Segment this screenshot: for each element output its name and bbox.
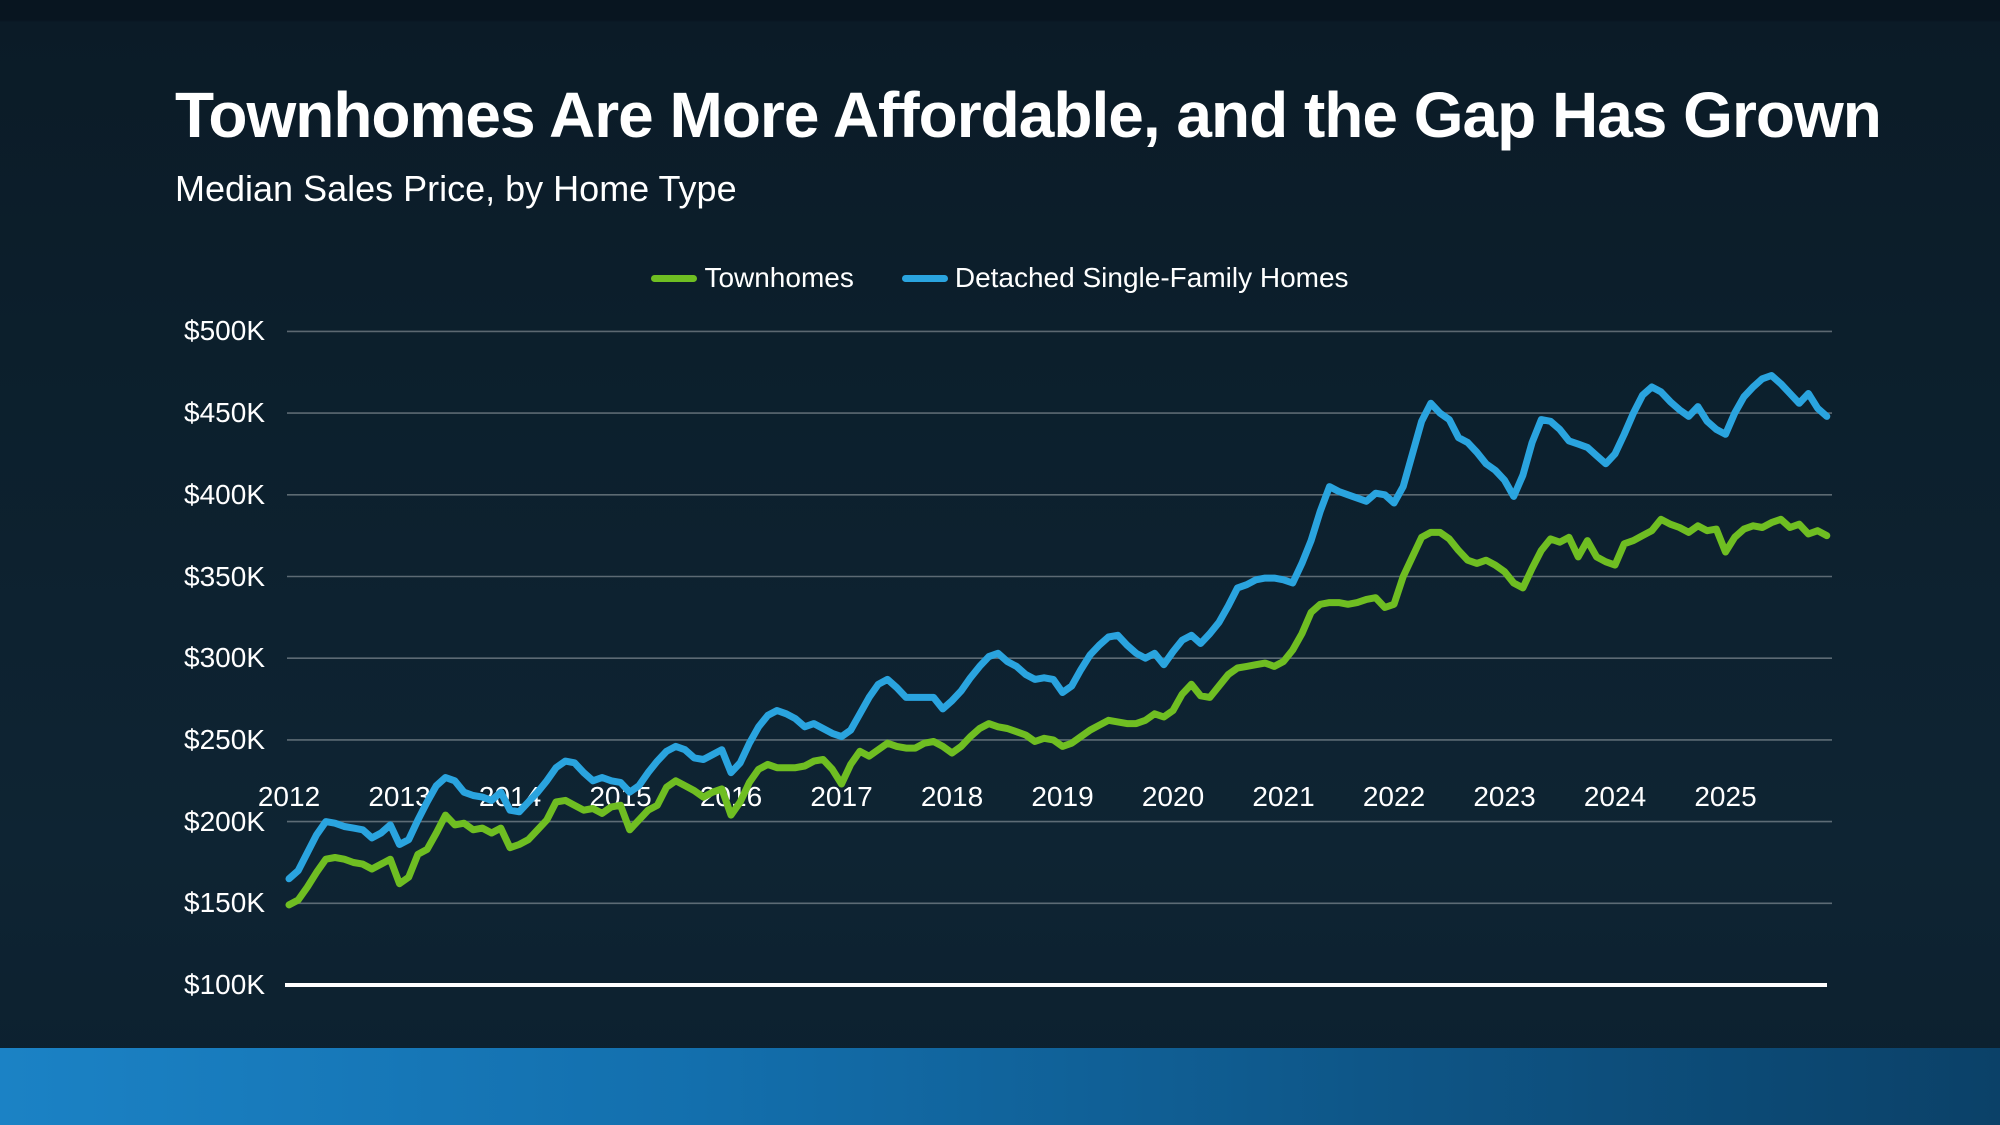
- legend-item-detached: Detached Single-Family Homes: [901, 262, 1349, 294]
- x-tick-2018: 2018: [920, 781, 984, 812]
- x-tick-2020: 2020: [1141, 781, 1205, 812]
- chart-subtitle: Median Sales Price, by Home Type: [175, 168, 737, 209]
- detached-single-family-line: [285, 372, 1831, 883]
- x-tick-2022: 2022: [1362, 781, 1426, 812]
- y-tick-250k: $250K: [184, 723, 265, 755]
- legend-item-townhomes: Townhomes: [651, 262, 854, 294]
- y-tick-300k: $300K: [184, 642, 265, 674]
- footer-bar: Keeping Current Matters Source: Redfin: [0, 1048, 2000, 1125]
- chart-legend: Townhomes Detached Single-Family Homes: [0, 262, 2000, 294]
- legend-label-townhomes: Townhomes: [704, 262, 854, 293]
- y-tick-450k: $450K: [184, 397, 265, 429]
- y-tick-100k: $100K: [184, 969, 265, 1000]
- x-tick-2019: 2019: [1031, 781, 1094, 812]
- x-tick-2023: 2023: [1473, 781, 1536, 812]
- x-tick-2012: 2012: [257, 781, 321, 812]
- townhomes-line: [285, 515, 1831, 909]
- y-tick-350k: $350K: [184, 560, 265, 592]
- x-tick-2025: 2025: [1694, 781, 1757, 812]
- x-tick-2024: 2024: [1583, 781, 1647, 812]
- detached-line-swatch: [901, 274, 948, 282]
- y-tick-150k: $150K: [184, 887, 265, 919]
- y-tick-400k: $400K: [184, 478, 265, 510]
- x-tick-2021: 2021: [1252, 781, 1315, 812]
- x-tick-2013: 2013: [368, 781, 431, 812]
- y-tick-200k: $200K: [184, 805, 265, 837]
- y-tick-500k: $500K: [184, 315, 265, 347]
- chart-title: Townhomes Are More Affordable, and the G…: [175, 79, 1882, 151]
- legend-label-detached: Detached Single-Family Homes: [954, 262, 1349, 293]
- townhomes-line-swatch: [651, 274, 698, 282]
